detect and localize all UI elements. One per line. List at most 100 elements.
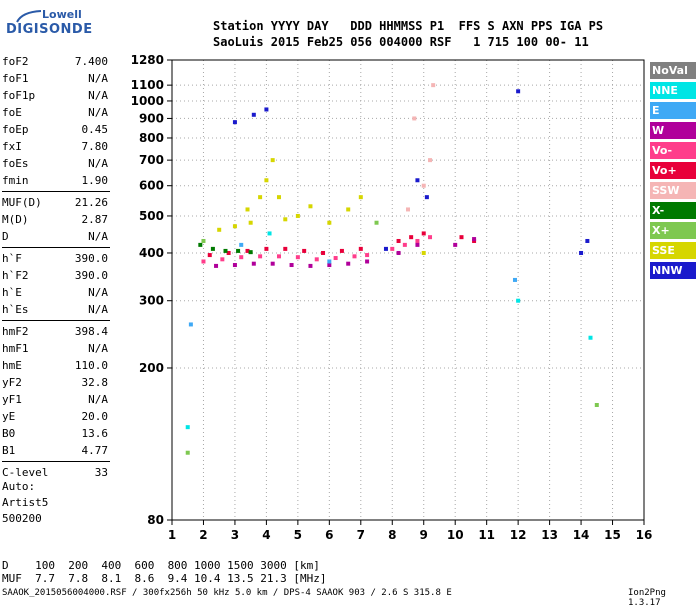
param-row: foEs N/A — [2, 156, 108, 172]
param-name: foEp — [2, 123, 29, 136]
legend-item: X- — [650, 202, 696, 219]
footer-info: SAAOK_2015056004000.RSF / 300fx256h 50 k… — [2, 588, 452, 598]
data-point — [459, 235, 464, 240]
param-row: hmF1 N/A — [2, 341, 108, 357]
data-point — [258, 254, 263, 259]
param-value: 32.8 — [81, 376, 109, 389]
param-name: MUF(D) — [2, 196, 42, 209]
param-value: 33 — [94, 466, 108, 479]
x-tick-label: 5 — [294, 528, 302, 542]
muf-row: MUF 7.7 7.8 8.1 8.6 9.4 10.4 13.5 21.3 [… — [2, 572, 327, 585]
data-point — [421, 231, 426, 236]
param-name: B1 — [2, 444, 16, 457]
polarization-legend: NoVal NNE E W Vo- Vo+ SSW X- X+ SSE NNW — [650, 62, 696, 282]
param-name: foE — [2, 106, 22, 119]
param-value: N/A — [88, 157, 108, 170]
x-tick-label: 7 — [357, 528, 365, 542]
param-name: hmF2 — [2, 325, 29, 338]
param-name: foF1 — [2, 72, 29, 85]
data-point — [185, 450, 190, 455]
data-point — [245, 248, 250, 253]
param-name: fmin — [2, 174, 29, 187]
data-point — [276, 254, 281, 259]
data-point — [516, 89, 521, 94]
param-name: yE — [2, 410, 16, 423]
data-point — [283, 246, 288, 251]
legend-item: NoVal — [650, 62, 696, 79]
param-separator — [2, 247, 110, 248]
param-value: N/A — [88, 106, 108, 119]
lowell-digisonde-logo: Lowell DIGISONDE — [6, 8, 106, 42]
param-value: 2.87 — [81, 213, 109, 226]
param-value: 7.80 — [81, 140, 109, 153]
data-point — [588, 335, 593, 340]
auto-label: Auto: — [2, 480, 36, 493]
x-tick-label: 13 — [541, 528, 558, 542]
param-row: h`E N/A — [2, 285, 108, 301]
data-point — [226, 250, 231, 255]
param-value: N/A — [88, 342, 108, 355]
data-point — [412, 116, 417, 121]
data-point — [270, 261, 275, 266]
param-row: yE 20.0 — [2, 409, 108, 425]
param-row: yF1 N/A — [2, 392, 108, 408]
data-point — [431, 83, 436, 88]
param-name: yF1 — [2, 393, 22, 406]
data-point — [327, 259, 332, 264]
param-row: h`F 390.0 — [2, 251, 108, 267]
x-tick-label: 8 — [388, 528, 396, 542]
data-point — [346, 261, 351, 266]
data-point — [415, 242, 420, 247]
param-value: N/A — [88, 393, 108, 406]
data-point — [308, 204, 313, 209]
param-row: h`Es N/A — [2, 302, 108, 318]
data-point — [207, 253, 212, 258]
data-point — [585, 238, 590, 243]
data-point — [358, 195, 363, 200]
data-point — [251, 261, 256, 266]
data-point — [396, 250, 401, 255]
data-point — [258, 195, 263, 200]
data-point — [239, 242, 244, 247]
param-name: B0 — [2, 427, 16, 440]
plot-frame — [171, 59, 645, 521]
data-point — [239, 255, 244, 260]
data-point — [248, 250, 253, 255]
y-tick-label: 1280 — [131, 53, 164, 67]
data-point — [339, 248, 344, 253]
x-tick-label: 11 — [478, 528, 495, 542]
param-row: foF1 N/A — [2, 71, 108, 87]
logo-swoosh-icon — [16, 10, 42, 23]
legend-item: Vo- — [650, 142, 696, 159]
data-point — [308, 263, 313, 268]
data-point — [267, 231, 272, 236]
x-tick-label: 16 — [636, 528, 653, 542]
y-tick-label: 300 — [139, 294, 164, 308]
legend-item: SSE — [650, 242, 696, 259]
x-tick-label: 4 — [262, 528, 270, 542]
data-point — [516, 298, 521, 303]
data-point — [421, 250, 426, 255]
data-point — [264, 246, 269, 251]
data-point — [276, 195, 281, 200]
data-point — [327, 263, 332, 268]
param-name: D — [2, 230, 9, 243]
y-tick-label: 1100 — [131, 78, 164, 92]
data-point — [365, 253, 370, 258]
data-point — [365, 259, 370, 264]
data-point — [453, 242, 458, 247]
data-point — [264, 107, 269, 112]
param-name: C-level — [2, 466, 49, 479]
param-name: yF2 — [2, 376, 22, 389]
data-point — [283, 217, 288, 222]
y-tick-label: 900 — [139, 111, 164, 125]
param-row: foF1p N/A — [2, 88, 108, 104]
y-tick-label: 600 — [139, 179, 164, 193]
data-point — [295, 255, 300, 260]
data-point — [406, 207, 410, 212]
param-value: 7.400 — [74, 55, 108, 68]
param-name: M(D) — [2, 213, 29, 226]
param-value: N/A — [88, 230, 108, 243]
y-tick-label: 700 — [139, 153, 164, 167]
param-value: N/A — [88, 72, 108, 85]
